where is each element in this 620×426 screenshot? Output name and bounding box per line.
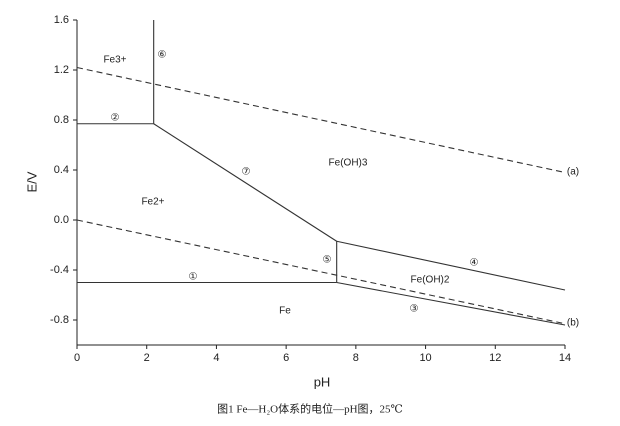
caption: 图1 Fe—H₂O体系的电位—pH图，25℃ <box>217 402 403 416</box>
annotation: Fe(OH)3 <box>329 158 368 169</box>
annotation: ③ <box>410 304 419 315</box>
boundary-line <box>153 123 337 242</box>
annotation: ⑤ <box>323 255 332 266</box>
x-tick-label: 2 <box>144 352 150 364</box>
annotation: Fe(OH)2 <box>411 275 450 286</box>
x-axis-label: pH <box>314 374 331 389</box>
annotation: ④ <box>470 258 479 269</box>
y-tick-label: -0.8 <box>50 314 69 326</box>
x-tick-label: 8 <box>353 352 359 364</box>
x-tick-label: 14 <box>559 352 571 364</box>
x-tick-label: 10 <box>419 352 431 364</box>
annotation: Fe2+ <box>141 197 164 208</box>
y-tick-label: -0.4 <box>50 264 69 276</box>
y-tick-label: 0.0 <box>54 214 69 226</box>
boundary-line <box>336 240 566 291</box>
y-tick-label: 0.4 <box>54 164 69 176</box>
boundary-line <box>76 219 566 325</box>
annotation: ⑦ <box>242 167 251 178</box>
boundary-line <box>76 66 566 174</box>
annotation: ② <box>111 113 120 124</box>
boundary-line <box>336 281 566 326</box>
y-tick-label: 0.8 <box>54 114 69 126</box>
x-tick-label: 4 <box>213 352 219 364</box>
y-axis-label: E/V <box>24 171 39 192</box>
annotation: ⑥ <box>158 50 167 61</box>
x-tick-label: 0 <box>74 352 80 364</box>
x-tick-label: 12 <box>489 352 501 364</box>
annotation: Fe <box>279 306 291 317</box>
y-tick-label: 1.2 <box>54 64 69 76</box>
annotation: (a) <box>567 167 579 178</box>
y-tick-label: 1.6 <box>54 14 69 26</box>
annotation: (b) <box>567 318 579 329</box>
x-tick-label: 6 <box>283 352 289 364</box>
annotation: ① <box>189 272 198 283</box>
annotation: Fe3+ <box>103 55 126 66</box>
